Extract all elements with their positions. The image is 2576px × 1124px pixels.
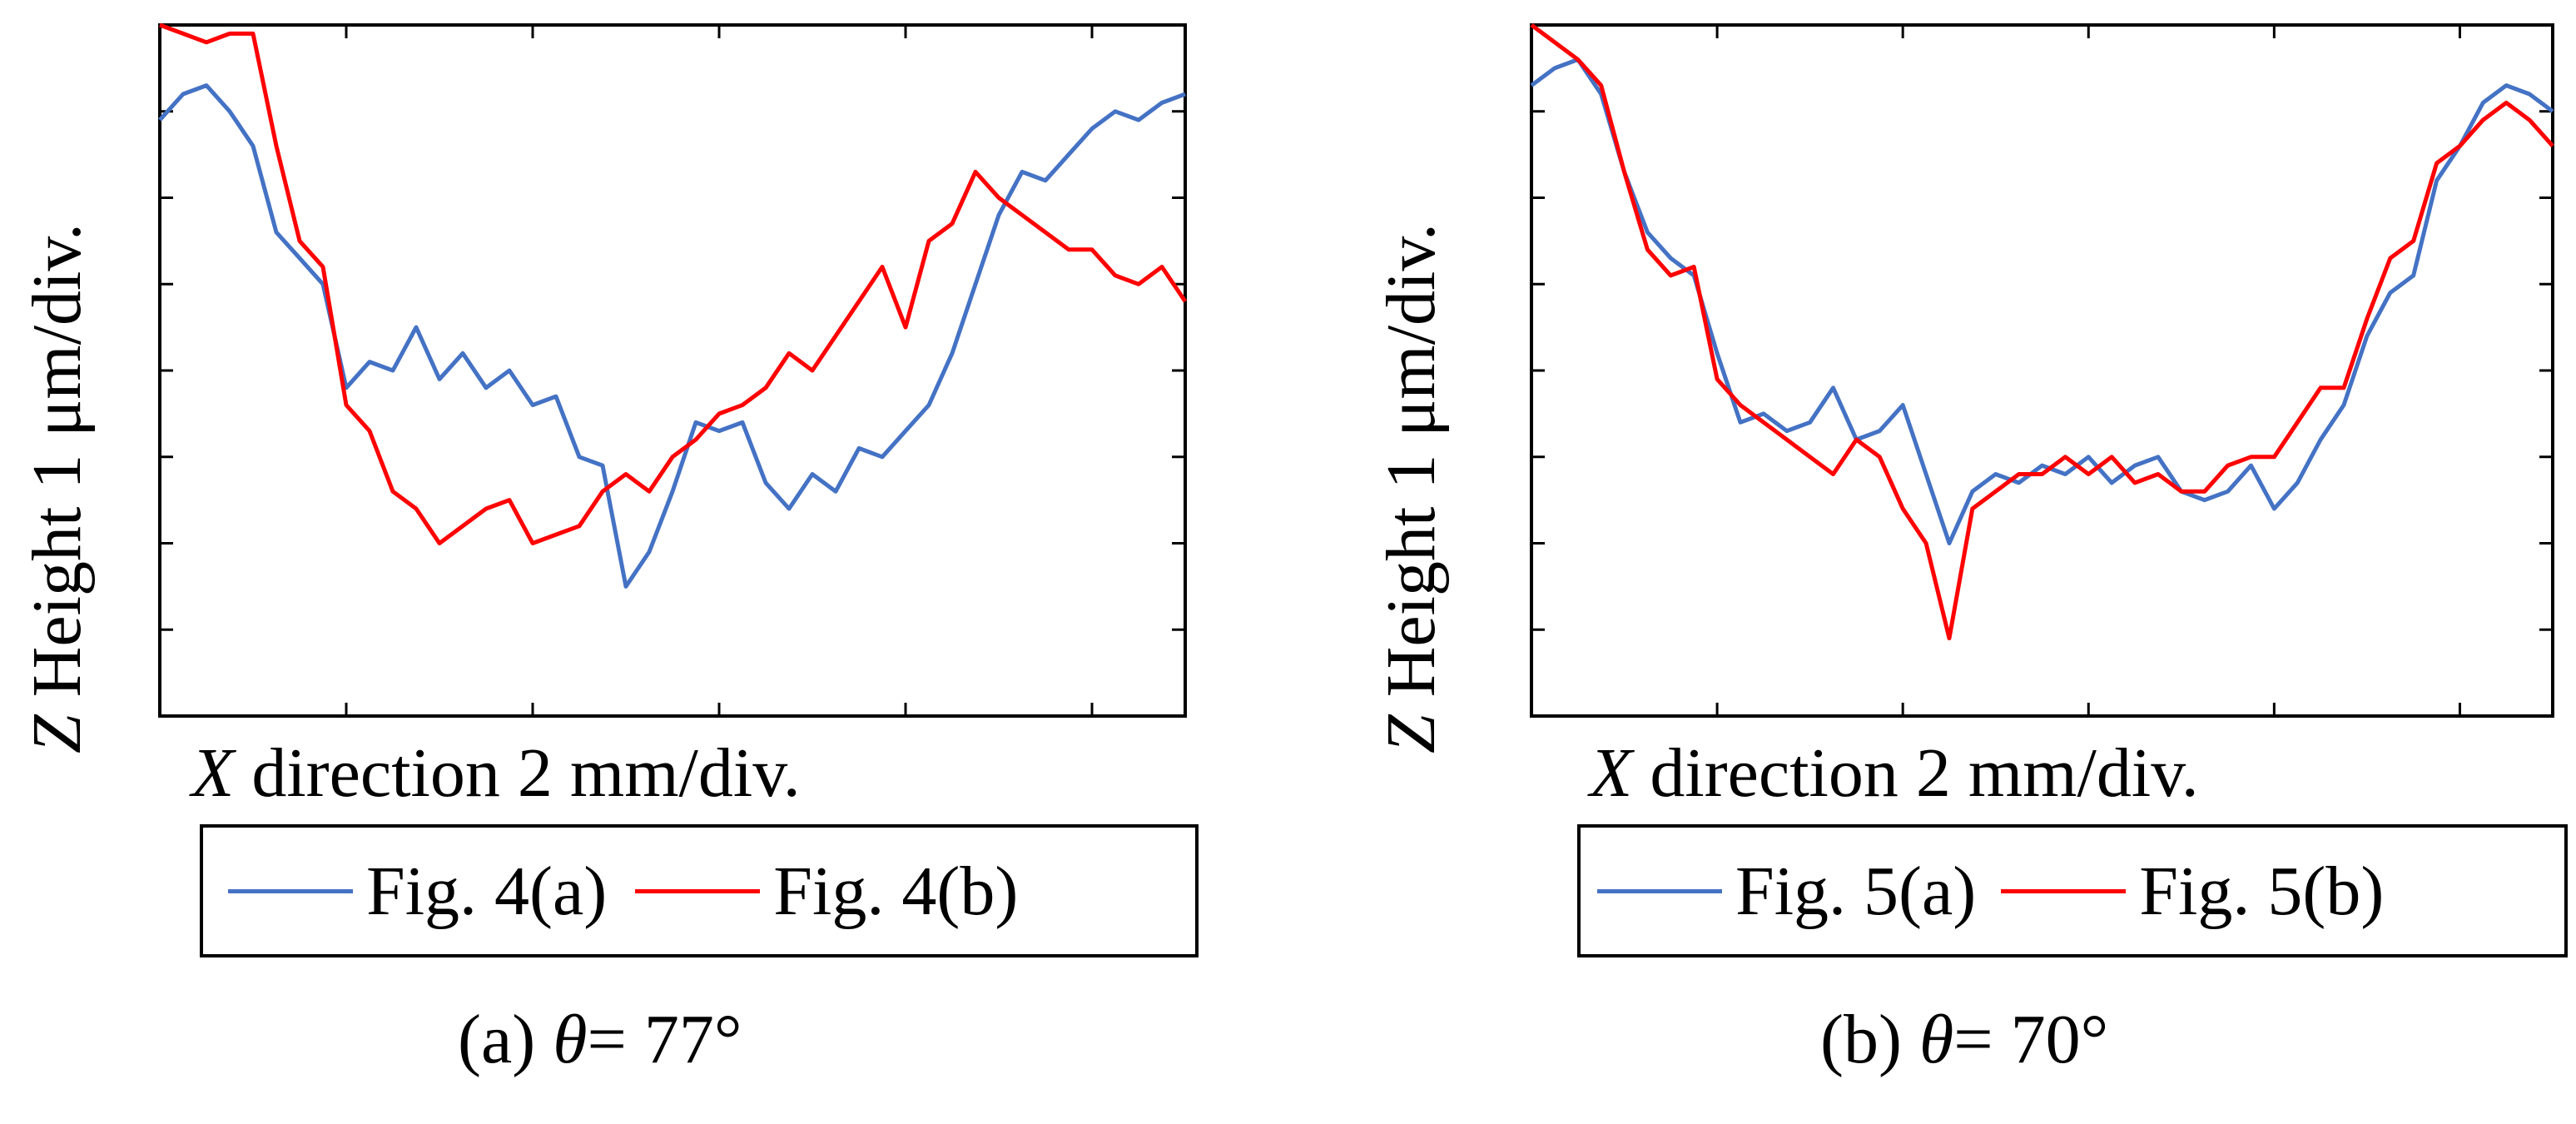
caption-a: (a) θ= 77° (458, 999, 742, 1080)
y-axis-label-italic-b: Z (1372, 714, 1450, 753)
y-axis-label-italic-a: Z (18, 714, 96, 753)
legend-entry-fig4a: Fig. 4(a) (228, 851, 607, 932)
caption-prefix-b: (b) (1820, 1001, 1919, 1078)
series-line-fig-5-a (1530, 57, 2554, 545)
y-axis-label-b: Z Height 1 μm/div. (1371, 223, 1452, 753)
legend-label-fig4a: Fig. 4(a) (366, 852, 608, 930)
axes-frame-a (158, 23, 1187, 718)
y-axis-label-text-b: Height 1 μm/div. (1372, 223, 1450, 715)
caption-prefix-a: (a) (458, 1001, 553, 1078)
plot-area-b (1530, 22, 2554, 718)
legend-entry-fig5b: Fig. 5(b) (2001, 851, 2384, 932)
legend-label-fig5b: Fig. 5(b) (2139, 852, 2385, 930)
legend-swatch-fig5b (2001, 888, 2127, 893)
caption-suffix-b: = 70° (1953, 1001, 2109, 1078)
y-axis-label-a: Z Height 1 μm/div. (17, 223, 97, 753)
legend-label-fig5a: Fig. 5(a) (1735, 852, 1977, 930)
legend-swatch-fig4b (635, 888, 761, 893)
legend-label-fig4b: Fig. 4(b) (773, 852, 1019, 930)
x-axis-label-italic-a: X (191, 734, 235, 812)
x-axis-label-text-b: direction 2 mm/div. (1632, 734, 2199, 812)
x-axis-label-a: X direction 2 mm/div. (191, 733, 801, 813)
x-axis-label-b: X direction 2 mm/div. (1590, 733, 2199, 813)
series-line-fig-5-b (1530, 22, 2554, 641)
caption-symbol-b: θ (1918, 1001, 1954, 1078)
panel-b: Z Height 1 μm/div. X direction 2 mm/div.… (1288, 0, 2575, 1124)
legend-entry-fig4b: Fig. 4(b) (635, 851, 1018, 932)
series-line-fig-4-b (159, 22, 1188, 545)
panel-a: Z Height 1 μm/div. X direction 2 mm/div.… (17, 22, 1199, 1080)
caption-symbol-a: θ (553, 1001, 588, 1078)
caption-b: (b) θ= 70° (1820, 999, 2108, 1080)
caption-suffix-a: = 77° (587, 1001, 742, 1078)
legend-swatch-fig4a (228, 888, 353, 893)
legend-entry-fig5a: Fig. 5(a) (1597, 851, 1976, 932)
legend-swatch-fig5a (1597, 888, 1722, 893)
legend-b: Fig. 5(a) Fig. 5(b) (1577, 824, 2568, 957)
legend-a: Fig. 4(a) Fig. 4(b) (200, 824, 1199, 957)
plot-area-a (158, 22, 1188, 718)
x-axis-label-text-a: direction 2 mm/div. (234, 734, 801, 812)
series-line-fig-4-a (158, 83, 1186, 589)
x-axis-label-italic-b: X (1590, 734, 1633, 812)
axes-frame-b (1530, 23, 2554, 718)
y-axis-label-text-a: Height 1 μm/div. (18, 223, 96, 715)
